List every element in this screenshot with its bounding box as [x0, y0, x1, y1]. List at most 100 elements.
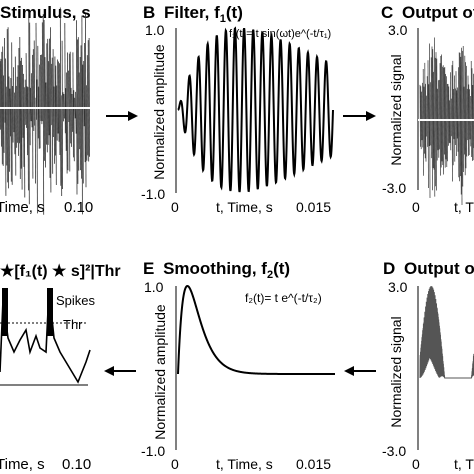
filter-f1-curve: [177, 26, 334, 193]
panel-e-equation: f₂(t)= t e^(-t/τ₂): [245, 291, 322, 305]
noise-stroke: [57, 59, 59, 134]
thr-label: Thr: [63, 317, 83, 332]
noise-stroke: [8, 76, 10, 172]
noise-stroke: [64, 22, 66, 134]
noise-stroke: [69, 51, 72, 144]
noise-stroke: [59, 7, 62, 186]
noise-stroke: [56, 85, 58, 141]
panel-e-ytick-bottom: -1.0: [141, 443, 165, 459]
noise-stroke: [81, 15, 83, 215]
noise-stroke: [36, 79, 38, 214]
panel-f-title: ★[f₁(t) ★ s]²|Thr: [0, 263, 121, 280]
noise-stroke: [79, 57, 81, 171]
panel-b-title-sub: 1: [220, 13, 226, 25]
noise-stroke: [16, 76, 18, 143]
noise-stroke: [0, 58, 2, 147]
panel-b-ytick-top: 1.0: [145, 22, 165, 38]
panel-f: ★[f₁(t) ★ s]²|Thr Spikes Thr Time, s 0.1…: [0, 263, 121, 473]
noise-stroke: [65, 88, 67, 151]
noise-stroke: [85, 13, 87, 188]
panel-e-title: Smoothing, f: [163, 259, 267, 278]
svg-text:E Smoothing, f2(t): E Smoothing, f2(t): [143, 259, 290, 281]
panel-b-ylabel: Normalized amplitude: [151, 44, 167, 180]
noise-stroke: [78, 72, 81, 150]
panel-b-xtick-right: 0.015: [296, 199, 331, 215]
panel-a: Stimulus, s Time, s 0.10: [0, 3, 93, 216]
panel-e-xlabel: t, Time, s: [216, 456, 273, 472]
panel-c-ytick-top: 3.0: [388, 22, 408, 38]
noise-stroke: [71, 94, 73, 132]
noise-stroke: [66, 72, 68, 174]
noise-stroke: [20, 60, 22, 169]
panel-d-ylabel: Normalized signal: [388, 316, 404, 427]
arrow-b-to-c: [343, 111, 376, 121]
noise-stroke: [37, 45, 39, 139]
noise-stroke: [70, 87, 72, 147]
noise-stroke: [38, 86, 40, 149]
noise-stroke: [14, 56, 17, 176]
panel-e-letter: E: [143, 259, 154, 278]
noise-stroke: [48, 61, 50, 136]
noise-stroke: [22, 64, 24, 138]
noise-stroke: [82, 64, 84, 184]
svg-text:B Filter, f1(t): B Filter, f1(t): [143, 3, 243, 25]
noise-stroke: [75, 91, 77, 134]
noise-stroke: [54, 56, 56, 156]
noise-stroke: [5, 86, 8, 166]
noise-stroke: [39, 64, 41, 149]
noise-stroke: [9, 88, 11, 137]
noise-stroke: [68, 70, 70, 123]
noise-stroke: [12, 86, 14, 143]
noise-stroke: [33, 40, 36, 126]
noise-stroke: [24, 79, 27, 125]
noise-stroke: [40, 54, 42, 121]
noise-stroke: [29, 22, 31, 146]
panel-a-xtick-right: 0.10: [64, 199, 93, 216]
noise-stroke: [80, 45, 82, 179]
noise-stroke: [47, 38, 49, 145]
panel-d-xtick-left: 0: [412, 456, 420, 472]
panel-d-ytick-top: 3.0: [388, 279, 408, 295]
panel-b-xlabel: t, Time, s: [216, 199, 273, 215]
panel-e-title-sub: 2: [267, 269, 273, 281]
noise-stroke: [58, 61, 60, 142]
noise-stroke: [27, 87, 29, 191]
smoothing-f2-curve: [177, 284, 335, 375]
smoothed-output-trace: [0, 289, 91, 384]
noise-stroke: [83, 61, 85, 127]
panel-e-xtick-left: 0: [171, 456, 179, 472]
noise-stroke: [21, 57, 23, 190]
arrow-e-to-f: [104, 366, 136, 376]
panel-b-letter: B: [143, 3, 155, 22]
noise-stroke: [41, 22, 44, 122]
panel-b-title-end: (t): [226, 3, 243, 22]
noise-stroke: [25, 53, 27, 128]
noise-stroke: [73, 90, 75, 162]
noise-stroke: [43, 19, 45, 161]
noise-stroke: [6, 29, 9, 183]
panel-e-title-end: (t): [273, 259, 290, 278]
panel-e-ylabel: Normalized amplitude: [152, 304, 168, 440]
panel-e-xtick-right: 0.015: [296, 456, 331, 472]
noise-stroke: [32, 54, 34, 179]
noise-stroke: [23, 73, 25, 167]
noise-stroke: [0, 61, 1, 130]
noise-stroke: [87, 40, 90, 162]
noise-stroke: [2, 46, 4, 166]
noise-stroke: [4, 37, 6, 123]
stimulus-noise-trace: [0, 7, 90, 215]
panel-d-xlabel: t, T: [454, 456, 474, 472]
noise-stroke: [31, 73, 33, 128]
noise-stroke: [53, 86, 55, 164]
panel-d: D Output of Normalized signal 3.0 -3.0 0…: [382, 259, 474, 472]
noise-stroke: [32, 49, 35, 132]
panel-c-ylabel: Normalized signal: [388, 54, 404, 165]
noise-stroke: [17, 65, 19, 156]
output-d-trace: [419, 286, 474, 379]
spike-marker-1: [2, 288, 8, 336]
noise-stroke: [88, 38, 90, 157]
panel-b-equation: f₁(t)= t sin(ωt)e^(-t/τ₁): [229, 28, 331, 40]
noise-stroke: [14, 92, 16, 155]
noise-stroke: [44, 57, 46, 168]
